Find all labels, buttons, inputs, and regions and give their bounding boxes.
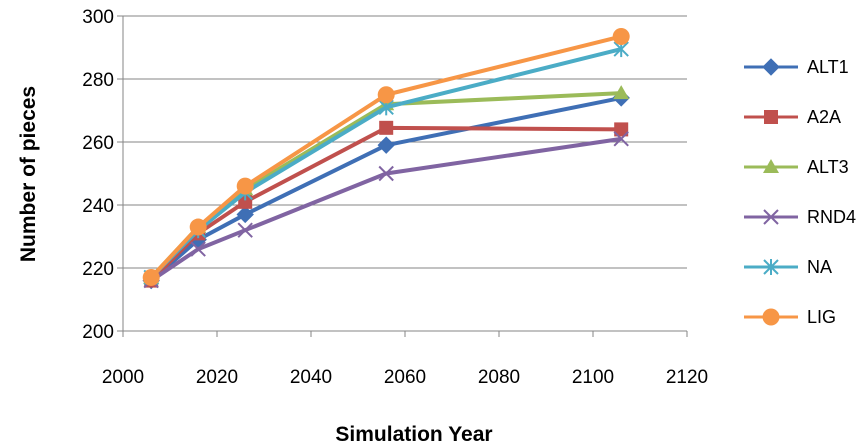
y-tick-label: 300 <box>82 7 114 28</box>
legend: ALT1 A2A ALT3 RND4 NA LIG <box>744 57 856 327</box>
x-tick-label: 2100 <box>572 367 614 388</box>
legend-marker-rnd4 <box>763 209 779 225</box>
y-tick-label: 280 <box>82 70 114 91</box>
x-tick-label: 2000 <box>102 367 144 388</box>
y-axis-title: Number of pieces <box>17 86 40 262</box>
series-lig <box>142 27 630 286</box>
data-point-lig <box>236 177 254 195</box>
legend-marker-na <box>763 259 779 275</box>
x-axis-title: Simulation Year <box>335 423 492 446</box>
legend-item-alt3: ALT3 <box>744 157 849 177</box>
legend-label-rnd4: RND4 <box>807 207 856 227</box>
x-tick-label: 2020 <box>196 367 238 388</box>
series-alt1 <box>142 89 630 290</box>
data-point-alt3 <box>613 85 630 100</box>
series-line-alt3 <box>149 91 622 279</box>
legend-item-na: NA <box>744 257 832 277</box>
legend-label-lig: LIG <box>807 307 836 327</box>
y-tick-label: 240 <box>82 196 114 217</box>
data-point-rnd4 <box>378 165 394 182</box>
y-tick-label: 260 <box>82 133 114 154</box>
legend-item-a2a: A2A <box>744 107 841 127</box>
data-point-a2a <box>238 194 253 209</box>
data-point-alt1 <box>236 205 254 224</box>
series-group <box>142 27 630 290</box>
legend-label-alt3: ALT3 <box>807 157 849 177</box>
data-point-lig <box>142 268 160 286</box>
x-tick-label: 2060 <box>384 367 426 388</box>
legend-item-rnd4: RND4 <box>744 207 856 227</box>
y-tick-label: 200 <box>82 322 114 343</box>
x-tick-label: 2040 <box>290 367 332 388</box>
y-tick-labels: 200 220 240 260 280 300 <box>82 7 114 343</box>
legend-label-na: NA <box>807 257 832 277</box>
data-point-rnd4 <box>190 241 206 257</box>
x-tick-labels: 2000 2020 2040 2060 2080 2100 2120 <box>102 367 708 388</box>
legend-marker-alt1 <box>762 58 780 76</box>
series-na <box>143 41 629 286</box>
legend-item-lig: LIG <box>744 307 836 327</box>
legend-marker-alt3 <box>763 159 779 173</box>
legend-item-alt1: ALT1 <box>744 57 849 77</box>
series-line-na <box>149 47 622 279</box>
legend-label-a2a: A2A <box>807 107 841 127</box>
y-tick-label: 220 <box>82 259 114 280</box>
data-point-rnd4 <box>613 131 629 147</box>
legend-marker-lig <box>762 308 780 326</box>
data-point-rnd4 <box>237 222 253 238</box>
legend-label-alt1: ALT1 <box>807 57 849 77</box>
axes <box>117 15 688 337</box>
data-point-lig <box>189 218 207 236</box>
x-tick-label: 2120 <box>666 367 708 388</box>
data-point-lig <box>377 86 395 104</box>
data-point-a2a <box>614 122 629 137</box>
data-point-alt1 <box>377 136 395 154</box>
data-point-lig <box>612 27 630 45</box>
legend-marker-a2a <box>764 110 778 124</box>
data-point-a2a <box>379 120 394 135</box>
x-tick-label: 2080 <box>478 367 520 388</box>
